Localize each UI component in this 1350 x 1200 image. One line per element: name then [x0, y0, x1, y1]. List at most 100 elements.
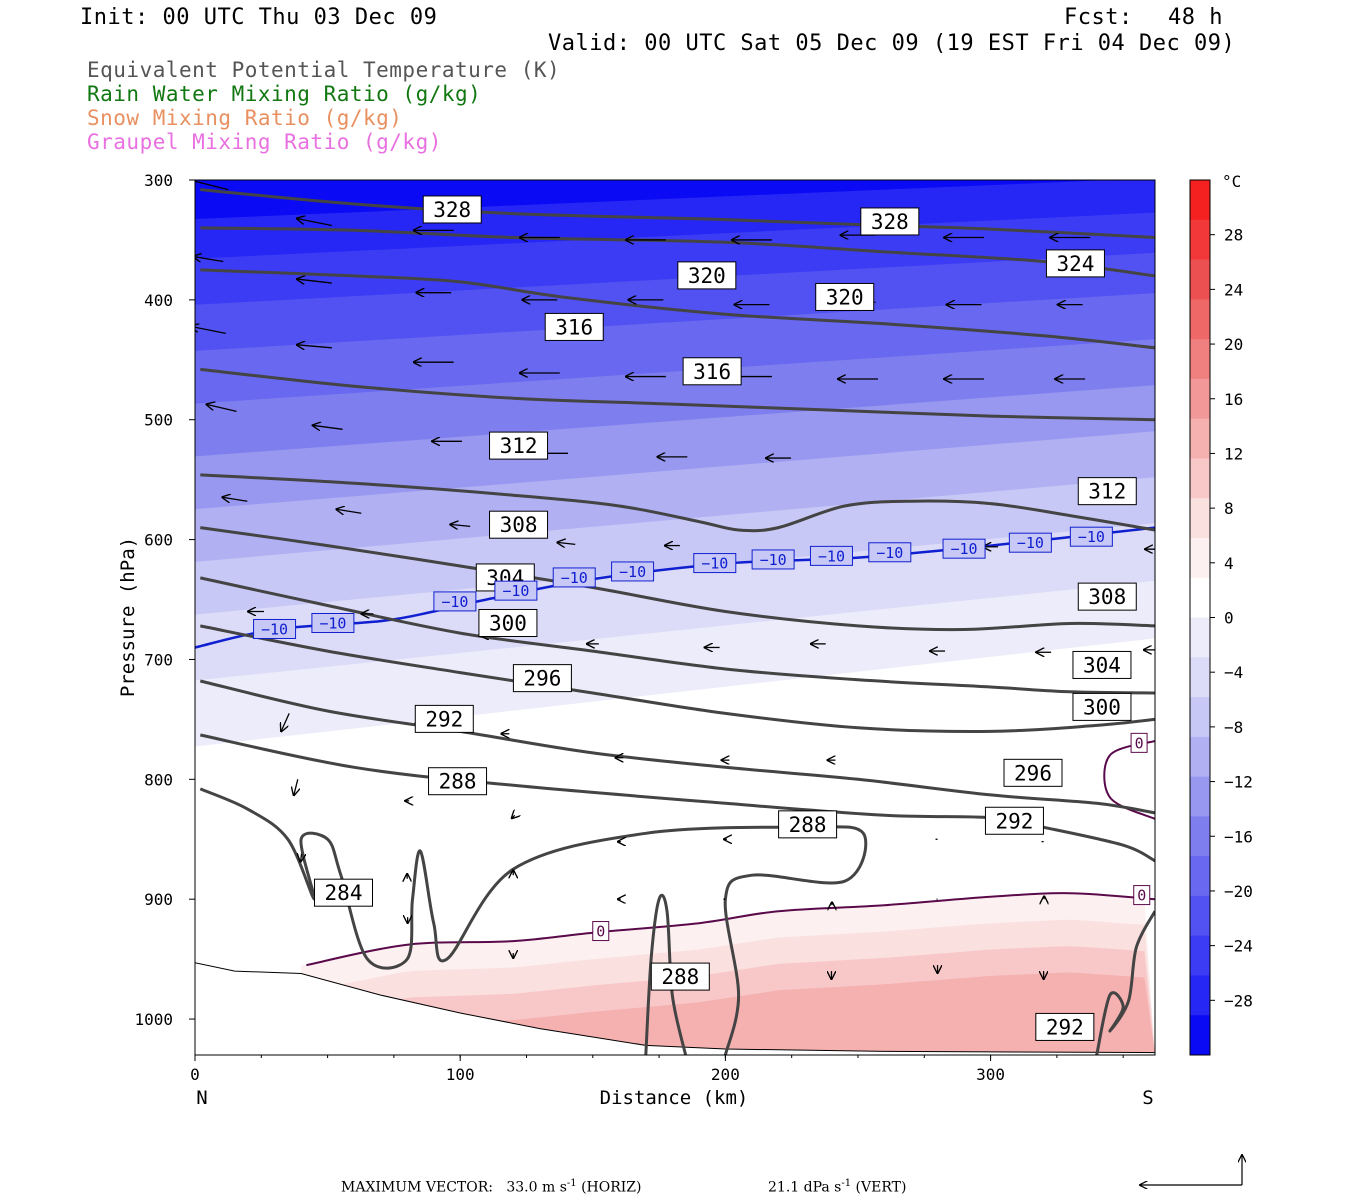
theta-e-label-box	[489, 510, 549, 539]
wind-vectors	[195, 180, 1155, 980]
theta-e-label-box	[314, 878, 374, 907]
x-axis: 0 100 200 300	[190, 1055, 1124, 1084]
forecast-hour: 48 h	[1168, 5, 1223, 30]
theta-e-label: 292	[1046, 1015, 1084, 1039]
isotherm-label: −10	[261, 620, 288, 638]
isotherm-label: 0	[1135, 734, 1144, 752]
colorbar-swatch	[1190, 617, 1210, 658]
wind-vector	[512, 815, 515, 818]
colorbar-tick-label: 24	[1224, 280, 1243, 299]
theta-e-label: 320	[688, 264, 726, 288]
wind-vector	[557, 542, 576, 544]
theta-e-label: 300	[489, 611, 527, 635]
y-axis-label: Pressure (hPa)	[117, 537, 139, 697]
x-tick-label: 200	[711, 1065, 740, 1084]
theta-e-label-box	[489, 431, 549, 460]
theta-e-contour-292	[199, 733, 1155, 863]
theta-e-label-box	[860, 207, 920, 236]
theta-e-contours	[199, 188, 1155, 1055]
colorbar-swatch	[1190, 657, 1210, 698]
field-legend-snow: Snow Mixing Ratio (g/kg)	[87, 106, 403, 130]
colorbar: 28 24 20 16 12 8 4 0 −4 −8 −12 −16 −20 −24 −28	[1189, 179, 1253, 1056]
theta-e-label-box	[478, 608, 538, 637]
isotherm-label: −10	[319, 614, 346, 632]
colorbar-swatch	[1190, 498, 1210, 539]
terrain-fill	[195, 962, 1155, 1055]
theta-e-label-box	[414, 704, 474, 733]
theta-e-label: 288	[789, 813, 827, 837]
colorbar-tick-label: −28	[1224, 991, 1253, 1010]
isotherm-label: −10	[502, 582, 529, 600]
terrain-mask	[195, 962, 1155, 1055]
x-tick-label: 0	[190, 1065, 200, 1084]
colorbar-tick-label: 16	[1224, 390, 1243, 409]
colorbar-unit: °C	[1222, 172, 1241, 191]
forecast-label: Fcst:	[1064, 5, 1133, 30]
y-tick-label: 300	[144, 171, 173, 190]
colorbar-swatch	[1190, 537, 1210, 579]
colorbar-swatch	[1190, 378, 1210, 420]
theta-e-label-box	[1077, 477, 1137, 506]
wind-vector	[195, 257, 224, 262]
theta-e-label: 292	[425, 707, 463, 731]
reference-vector	[1140, 1155, 1242, 1185]
wind-vector	[195, 326, 226, 335]
isotherm-label: −10	[441, 593, 468, 611]
x-tick-label: 300	[976, 1065, 1005, 1084]
isotherm-label-box	[592, 921, 610, 942]
colorbar-tick-label: −20	[1224, 882, 1253, 901]
theta-e-contour-308	[200, 526, 1155, 632]
field-legend-rain: Rain Water Mixing Ratio (g/kg)	[87, 82, 482, 106]
temperature-band	[195, 293, 1155, 412]
colorbar-tick-label: 8	[1224, 499, 1234, 518]
isotherm-label-box	[552, 567, 596, 588]
colorbar-swatch	[1190, 776, 1210, 817]
colorbar-tick-label: −4	[1224, 663, 1243, 682]
theta-e-label: 328	[871, 210, 909, 234]
y-tick-label: 500	[144, 411, 173, 430]
temperature-fill	[195, 180, 1155, 1055]
theta-e-label: 324	[1056, 252, 1094, 276]
isotherm-label: −10	[561, 569, 588, 587]
theta-e-label-box	[512, 664, 572, 693]
isotherm-label-box	[809, 545, 853, 566]
colorbar-tick-label: 20	[1224, 335, 1243, 354]
temperature-band	[195, 212, 1155, 314]
colorbar-swatch	[1190, 697, 1210, 738]
theta-e-label-box	[1077, 582, 1137, 611]
temperature-band	[195, 431, 1155, 571]
theta-e-contour-292	[1095, 910, 1155, 1055]
colorbar-swatch	[1190, 895, 1210, 937]
colorbar-swatch	[1190, 339, 1210, 380]
init-time: Init: 00 UTC Thu 03 Dec 09	[80, 5, 438, 30]
isotherm-label-box	[253, 618, 297, 639]
isotherm-label-box	[868, 542, 912, 563]
wind-vector	[195, 180, 229, 191]
contour-labels: 328 3283243203203163163123123083083043043…	[253, 195, 1151, 1041]
wind-vector	[450, 524, 471, 526]
theta-e-label-box	[1072, 692, 1132, 721]
colorbar-swatch	[1190, 816, 1210, 857]
theta-e-contour-324	[200, 226, 1155, 278]
y-tick-label: 400	[144, 291, 173, 310]
isotherm-label: −10	[760, 551, 787, 569]
theta-e-label: 288	[439, 770, 477, 794]
isotherm-label-box	[611, 561, 655, 582]
y-axis: 300 400 500 600 700 800 900 1000	[134, 171, 195, 1029]
theta-e-contour-316	[200, 367, 1155, 422]
colorbar-swatch	[1190, 856, 1210, 897]
temperature-band	[195, 477, 1155, 623]
wind-vector	[281, 713, 290, 731]
colorbar-swatch	[1190, 458, 1210, 499]
max-vector-vert: 21.1 dPa s-1 (VERT)	[768, 1178, 907, 1196]
theta-e-label-box	[1035, 1012, 1095, 1041]
colorbar-swatch	[1190, 1015, 1210, 1056]
theta-e-label: 328	[433, 198, 471, 222]
isotherm-label-box	[751, 549, 795, 570]
colorbar-tick-label: −24	[1224, 937, 1253, 956]
theta-e-label: 296	[1014, 761, 1052, 785]
plot-frame	[194, 179, 1156, 1056]
y-tick-label: 1000	[134, 1010, 173, 1029]
field-legend-graupel: Graupel Mixing Ratio (g/kg)	[87, 130, 442, 154]
theta-e-label: 316	[693, 360, 731, 384]
